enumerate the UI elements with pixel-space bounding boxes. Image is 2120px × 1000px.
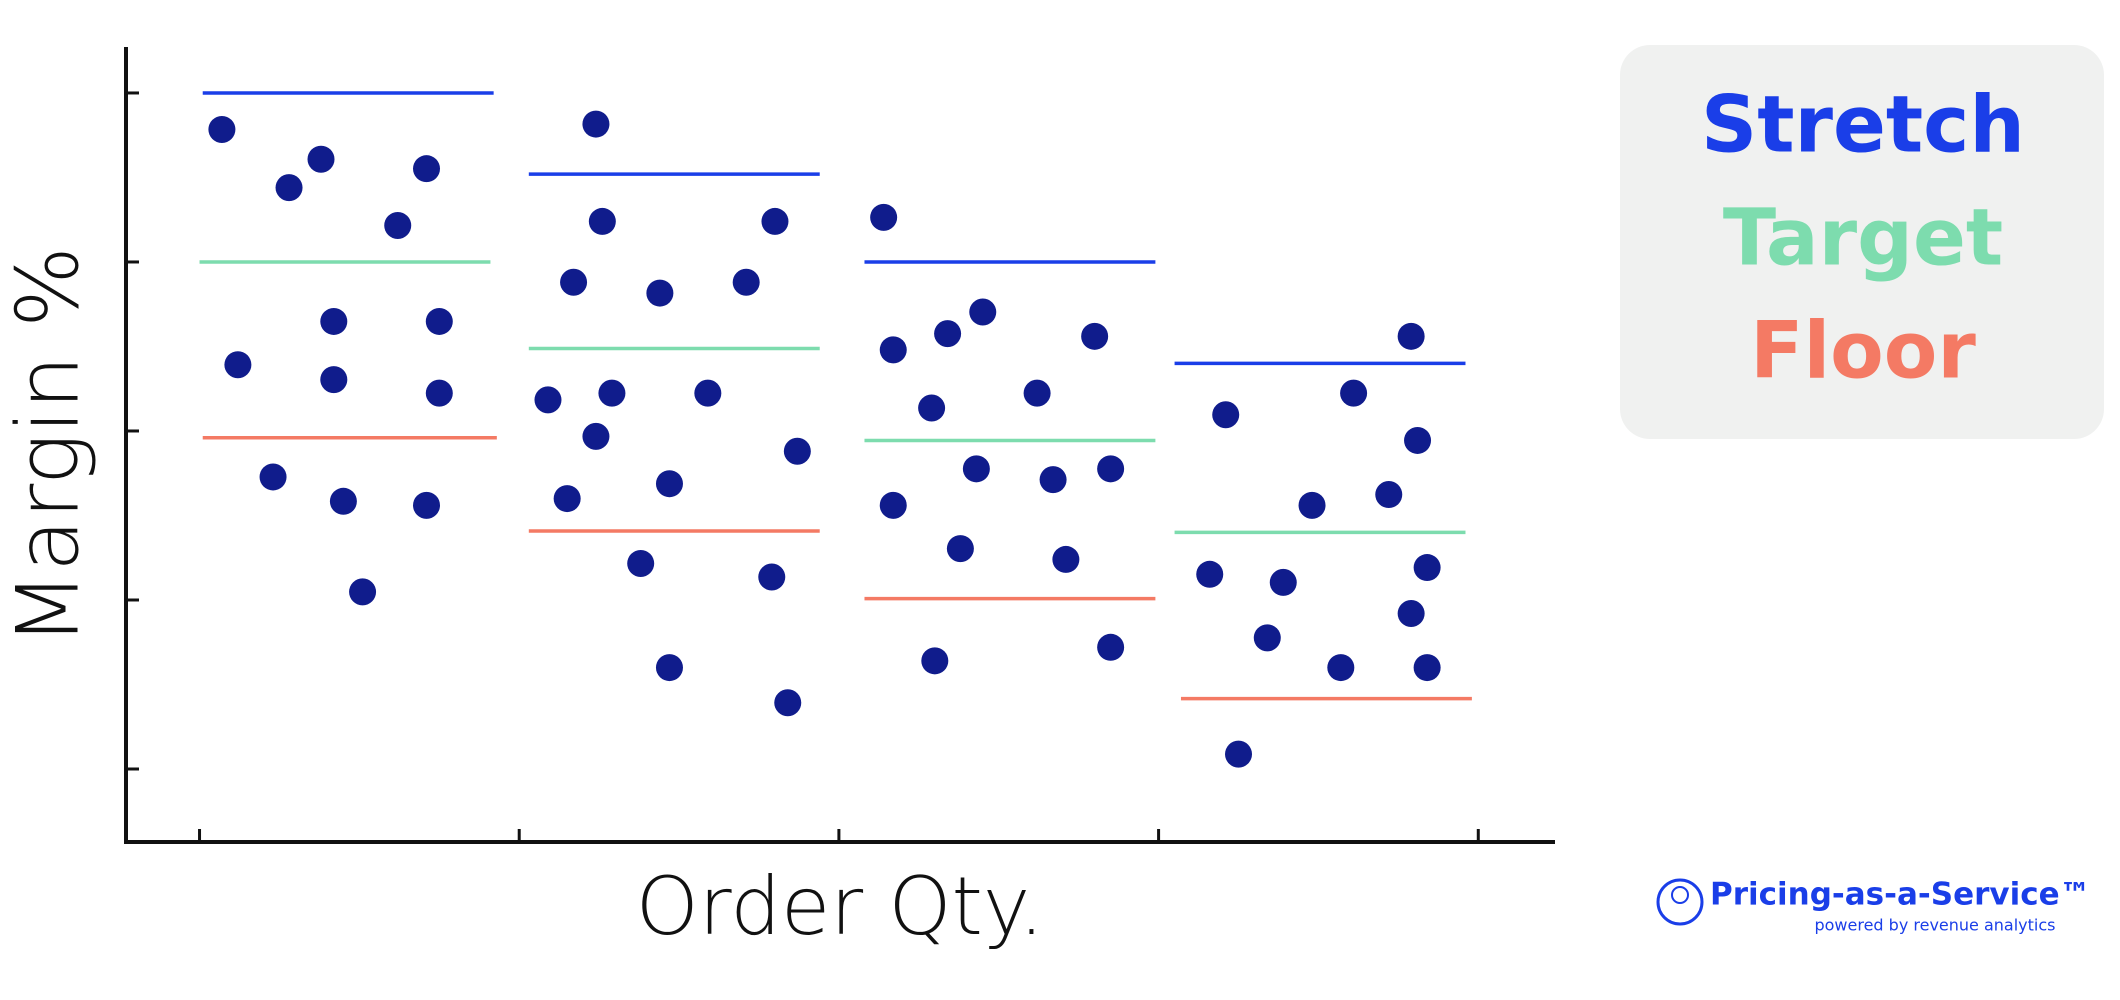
data-point — [962, 455, 990, 483]
data-point — [1413, 554, 1441, 582]
brand-icon — [1671, 886, 1689, 904]
data-point — [1023, 379, 1051, 407]
data-point — [1340, 379, 1368, 407]
data-point — [655, 654, 683, 682]
data-point — [598, 379, 626, 407]
y-axis-label: Margin % — [0, 246, 99, 646]
data-point — [384, 211, 412, 239]
data-point — [655, 470, 683, 498]
data-point — [783, 437, 811, 465]
data-point — [1212, 401, 1240, 429]
legend-entry: Target — [1723, 193, 2003, 283]
data-point — [918, 394, 946, 422]
data-point — [646, 279, 674, 307]
data-point — [1253, 624, 1281, 652]
data-point — [921, 647, 949, 675]
data-point — [582, 422, 610, 450]
data-point — [1196, 560, 1224, 588]
data-point — [208, 115, 236, 143]
data-point — [320, 307, 348, 335]
data-point — [349, 578, 377, 606]
data-point — [1225, 740, 1253, 768]
data-point — [1269, 568, 1297, 596]
data-point — [588, 207, 616, 235]
data-point — [879, 491, 907, 519]
data-point — [224, 351, 252, 379]
data-point — [425, 379, 453, 407]
data-point — [1327, 654, 1355, 682]
legend-entry: Stretch — [1701, 80, 2025, 170]
brand-tagline: powered by revenue analytics — [1814, 916, 2055, 935]
data-point — [774, 689, 802, 717]
brand-logo: Pricing-as-a-Service™ powered by revenue… — [1656, 877, 2091, 935]
data-point — [879, 336, 907, 364]
data-point — [758, 563, 786, 591]
x-axis-label: Order Qty. — [636, 860, 1044, 953]
data-point — [425, 307, 453, 335]
data-point — [329, 487, 357, 515]
data-point — [1097, 633, 1125, 661]
data-point — [870, 203, 898, 231]
data-point — [534, 386, 562, 414]
data-point — [969, 298, 997, 326]
data-point — [1404, 426, 1432, 454]
data-point — [560, 268, 588, 296]
data-point — [1375, 481, 1403, 509]
data-point — [1298, 491, 1326, 519]
data-point — [934, 320, 962, 348]
data-point — [1039, 466, 1067, 494]
data-point — [1397, 600, 1425, 628]
data-point — [1397, 322, 1425, 350]
data-point — [1097, 455, 1125, 483]
data-point — [307, 145, 335, 173]
data-point — [694, 379, 722, 407]
data-point — [582, 110, 610, 138]
data-point — [1413, 654, 1441, 682]
data-point — [413, 491, 441, 519]
data-point — [259, 463, 287, 491]
data-point — [413, 155, 441, 183]
brand-name: Pricing-as-a-Service™ — [1710, 877, 2091, 913]
data-point — [275, 174, 303, 202]
data-point — [732, 268, 760, 296]
data-point — [761, 207, 789, 235]
data-point — [553, 485, 581, 513]
data-point — [1052, 545, 1080, 573]
brand-icon — [1656, 878, 1704, 926]
legend-box — [1620, 45, 2104, 439]
data-point — [627, 549, 655, 577]
data-point — [320, 366, 348, 394]
data-point — [946, 535, 974, 563]
legend-entry: Floor — [1750, 306, 1976, 396]
data-point — [1081, 322, 1109, 350]
